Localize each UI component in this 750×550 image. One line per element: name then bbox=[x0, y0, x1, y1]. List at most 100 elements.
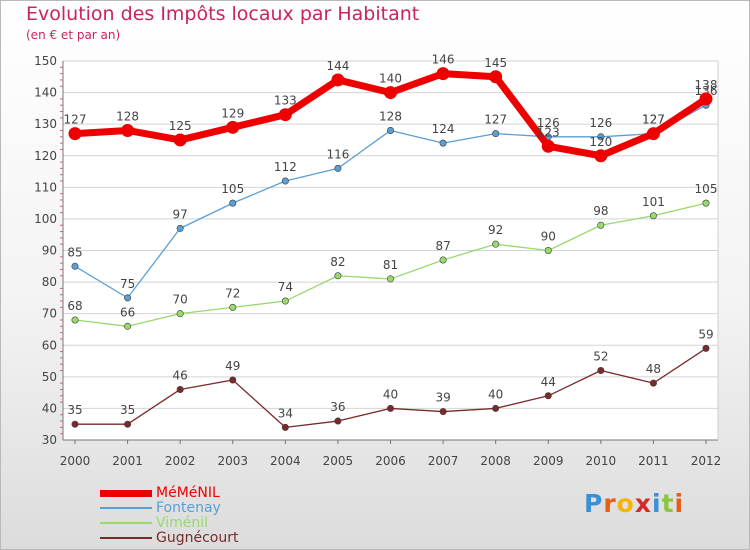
data-label: 105 bbox=[221, 182, 244, 196]
data-point bbox=[334, 164, 342, 172]
x-tick-label: 2010 bbox=[586, 454, 617, 468]
data-label: 46 bbox=[173, 368, 188, 382]
data-point bbox=[281, 423, 289, 431]
data-label: 127 bbox=[484, 113, 507, 127]
proxiti-logo: Proxiti bbox=[584, 489, 684, 518]
data-label: 34 bbox=[278, 406, 293, 420]
data-point bbox=[492, 404, 500, 412]
data-label: 52 bbox=[593, 350, 608, 364]
data-point bbox=[439, 139, 447, 147]
data-label: 90 bbox=[541, 230, 556, 244]
data-point bbox=[544, 392, 552, 400]
y-tick-label: 150 bbox=[34, 54, 57, 68]
data-point bbox=[176, 310, 184, 318]
y-tick-label: 120 bbox=[34, 149, 57, 163]
data-point bbox=[281, 297, 289, 305]
data-label: 138 bbox=[695, 78, 718, 92]
data-point bbox=[281, 177, 289, 185]
legend-label: Fontenay bbox=[156, 500, 221, 516]
data-label: 146 bbox=[432, 53, 455, 67]
data-point bbox=[124, 420, 132, 428]
data-label: 129 bbox=[221, 106, 244, 120]
data-point bbox=[544, 247, 552, 255]
data-point bbox=[594, 149, 608, 163]
data-point bbox=[176, 224, 184, 232]
data-point bbox=[278, 108, 292, 122]
series-gugn-court: 35 35 46 49 34 36 40 39 40 44 52 48 59 bbox=[67, 327, 714, 431]
chart-title: Evolution des Impôts locaux par Habitant bbox=[26, 3, 420, 25]
data-label: 128 bbox=[116, 109, 139, 123]
x-tick-label: 2007 bbox=[428, 454, 459, 468]
y-tick-label: 60 bbox=[42, 338, 57, 352]
legend-item-gugn-court: Gugnécourt bbox=[100, 530, 300, 546]
data-point bbox=[492, 130, 500, 138]
data-label: 70 bbox=[173, 293, 188, 307]
data-point bbox=[334, 272, 342, 280]
data-label: 140 bbox=[379, 72, 402, 86]
legend-swatch bbox=[100, 537, 152, 539]
y-tick-label: 130 bbox=[34, 117, 57, 131]
x-tick-label: 2000 bbox=[60, 454, 91, 468]
data-label: 92 bbox=[488, 223, 503, 237]
data-point bbox=[229, 303, 237, 311]
x-tick-label: 2009 bbox=[533, 454, 564, 468]
legend-swatch bbox=[100, 489, 152, 497]
data-label: 68 bbox=[67, 299, 82, 313]
data-point bbox=[492, 240, 500, 248]
data-point bbox=[226, 120, 240, 134]
y-tick-label: 50 bbox=[42, 370, 57, 384]
data-point bbox=[124, 322, 132, 330]
data-point bbox=[649, 379, 657, 387]
data-point bbox=[71, 262, 79, 270]
data-point bbox=[176, 385, 184, 393]
data-label: 136 bbox=[695, 84, 718, 98]
data-point bbox=[124, 294, 132, 302]
data-label: 133 bbox=[274, 94, 297, 108]
legend-item-m-m-nil: MéMéNIL bbox=[100, 485, 300, 501]
data-label: 128 bbox=[379, 109, 402, 123]
data-point bbox=[489, 70, 503, 84]
data-point bbox=[386, 404, 394, 412]
data-point bbox=[439, 408, 447, 416]
data-point bbox=[121, 123, 135, 137]
legend-label: Viménil bbox=[156, 515, 209, 531]
data-label: 144 bbox=[326, 59, 349, 73]
data-label: 127 bbox=[642, 113, 665, 127]
data-point bbox=[541, 139, 555, 153]
logo-letter: t bbox=[661, 489, 675, 518]
data-label: 125 bbox=[169, 119, 192, 133]
y-tick-label: 80 bbox=[42, 275, 57, 289]
data-point bbox=[597, 221, 605, 229]
series-m-m-nil: 127 128 125 129 133 144 140 146 145 123 120 127 138 bbox=[64, 53, 718, 163]
data-label: 40 bbox=[383, 387, 398, 401]
logo-letter: r bbox=[603, 489, 617, 518]
legend-item-fontenay: Fontenay bbox=[100, 500, 300, 516]
logo-letter: o bbox=[616, 489, 635, 518]
data-label: 123 bbox=[537, 125, 560, 139]
y-tick-label: 70 bbox=[42, 307, 57, 321]
logo-letter: i bbox=[674, 489, 685, 518]
data-label: 44 bbox=[541, 375, 556, 389]
data-point bbox=[71, 316, 79, 324]
legend-item-vim-nil: Viménil bbox=[100, 515, 300, 531]
logo-letter: P bbox=[584, 489, 604, 518]
data-point bbox=[331, 73, 345, 87]
data-label: 127 bbox=[64, 113, 87, 127]
logo-letter: x bbox=[634, 489, 652, 518]
data-point bbox=[646, 127, 660, 141]
data-point bbox=[229, 199, 237, 207]
logo-letter: i bbox=[652, 489, 662, 518]
series-vim-nil: 68 66 70 72 74 82 81 87 92 90 98 101 105 bbox=[67, 182, 717, 330]
data-point bbox=[702, 344, 710, 352]
data-label: 39 bbox=[435, 391, 450, 405]
data-label: 127 bbox=[642, 113, 665, 127]
data-point bbox=[649, 212, 657, 220]
data-point bbox=[439, 256, 447, 264]
data-label: 120 bbox=[589, 135, 612, 149]
chart-subtitle: (en € et par an) bbox=[26, 28, 121, 42]
data-label: 82 bbox=[330, 255, 345, 269]
y-tick-label: 30 bbox=[42, 433, 57, 447]
data-point bbox=[173, 133, 187, 147]
data-label: 59 bbox=[698, 327, 713, 341]
